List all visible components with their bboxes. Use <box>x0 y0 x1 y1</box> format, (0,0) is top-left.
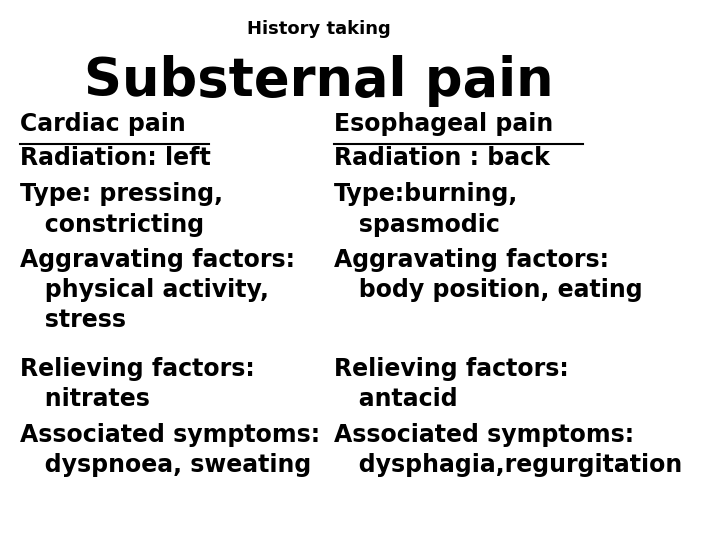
Text: History taking: History taking <box>246 20 390 38</box>
Text: Radiation : back: Radiation : back <box>334 146 550 171</box>
Text: Type:burning,: Type:burning, <box>334 183 518 206</box>
Text: Associated symptoms:: Associated symptoms: <box>20 423 320 447</box>
Text: dyspnoea, sweating: dyspnoea, sweating <box>20 453 312 477</box>
Text: Aggravating factors:: Aggravating factors: <box>20 248 295 272</box>
Text: Associated symptoms:: Associated symptoms: <box>334 423 634 447</box>
Text: dysphagia,regurgitation: dysphagia,regurgitation <box>334 453 683 477</box>
Text: Cardiac pain: Cardiac pain <box>20 112 186 136</box>
Text: body position, eating: body position, eating <box>334 278 643 302</box>
Text: physical activity,: physical activity, <box>20 278 269 302</box>
Text: spasmodic: spasmodic <box>334 213 500 237</box>
Text: antacid: antacid <box>334 387 458 411</box>
Text: Substernal pain: Substernal pain <box>84 55 553 107</box>
Text: Type: pressing,: Type: pressing, <box>20 183 223 206</box>
Text: constricting: constricting <box>20 213 204 237</box>
Text: Esophageal pain: Esophageal pain <box>334 112 554 136</box>
Text: Relieving factors:: Relieving factors: <box>334 357 569 381</box>
Text: Aggravating factors:: Aggravating factors: <box>334 248 609 272</box>
Text: stress: stress <box>20 308 127 332</box>
Text: Relieving factors:: Relieving factors: <box>20 357 255 381</box>
Text: Radiation: left: Radiation: left <box>20 146 211 171</box>
Text: nitrates: nitrates <box>20 387 150 411</box>
